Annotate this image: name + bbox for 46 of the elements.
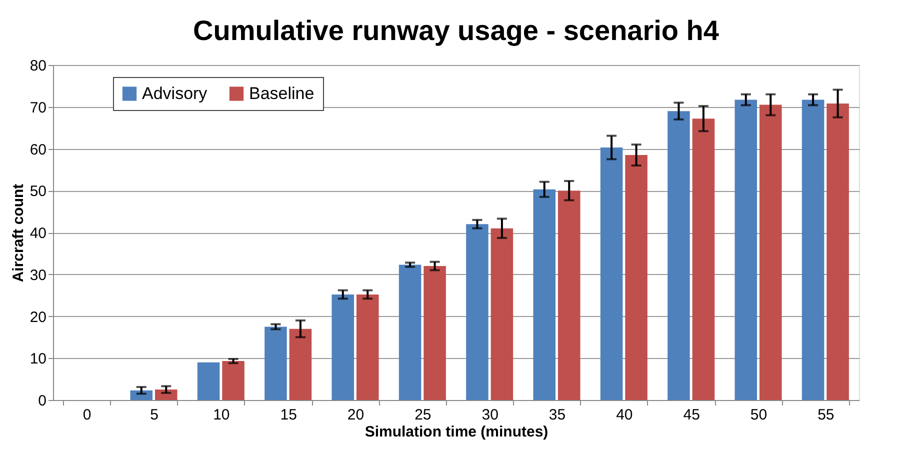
y-tick-label: 10 xyxy=(30,350,46,368)
y-tick-label: 30 xyxy=(30,266,46,284)
x-tick-label: 20 xyxy=(347,406,364,424)
y-tick-label: 0 xyxy=(38,392,46,410)
x-tick-label: 50 xyxy=(750,406,768,424)
bar xyxy=(625,155,648,400)
bar xyxy=(600,147,623,400)
legend-label: Baseline xyxy=(249,84,314,103)
x-tick-label: 45 xyxy=(683,406,700,424)
y-tick-label: 50 xyxy=(30,183,46,200)
bar xyxy=(734,100,758,400)
bar xyxy=(490,228,514,400)
bar xyxy=(264,326,287,400)
x-tick-label: 5 xyxy=(150,406,158,424)
x-tick-label: 40 xyxy=(616,406,633,424)
x-tick-label: 15 xyxy=(280,406,297,424)
x-tick-label: 35 xyxy=(548,406,566,424)
bar xyxy=(558,190,580,400)
bar xyxy=(424,266,446,400)
y-axis-title: Aircraft count xyxy=(10,184,27,282)
bar xyxy=(332,294,354,400)
bar xyxy=(289,328,312,400)
y-tick-label: 20 xyxy=(30,308,46,326)
bar xyxy=(826,104,849,400)
bar xyxy=(466,224,488,400)
bar xyxy=(222,361,244,400)
x-tick-label: 0 xyxy=(82,406,92,424)
x-axis-title: Simulation time (minutes) xyxy=(364,424,548,440)
y-tick-label: 80 xyxy=(30,58,46,74)
x-tick-label: 55 xyxy=(818,406,834,424)
bar xyxy=(692,118,715,400)
y-tick-label: 70 xyxy=(30,99,46,116)
y-tick-label: 40 xyxy=(30,225,46,242)
x-tick-label: 30 xyxy=(482,406,498,424)
y-tick-label: 60 xyxy=(30,141,46,158)
legend-label: Advisory xyxy=(142,84,208,103)
bar xyxy=(802,100,824,400)
x-tick-label: 10 xyxy=(213,406,230,424)
bar xyxy=(356,294,379,400)
bar xyxy=(668,111,690,400)
x-tick-label: 25 xyxy=(414,406,432,424)
bar xyxy=(533,189,556,400)
bar xyxy=(398,264,422,400)
bar xyxy=(197,362,220,400)
bar xyxy=(759,104,782,400)
chart-title: Cumulative runway usage - scenario h4 xyxy=(193,15,720,46)
